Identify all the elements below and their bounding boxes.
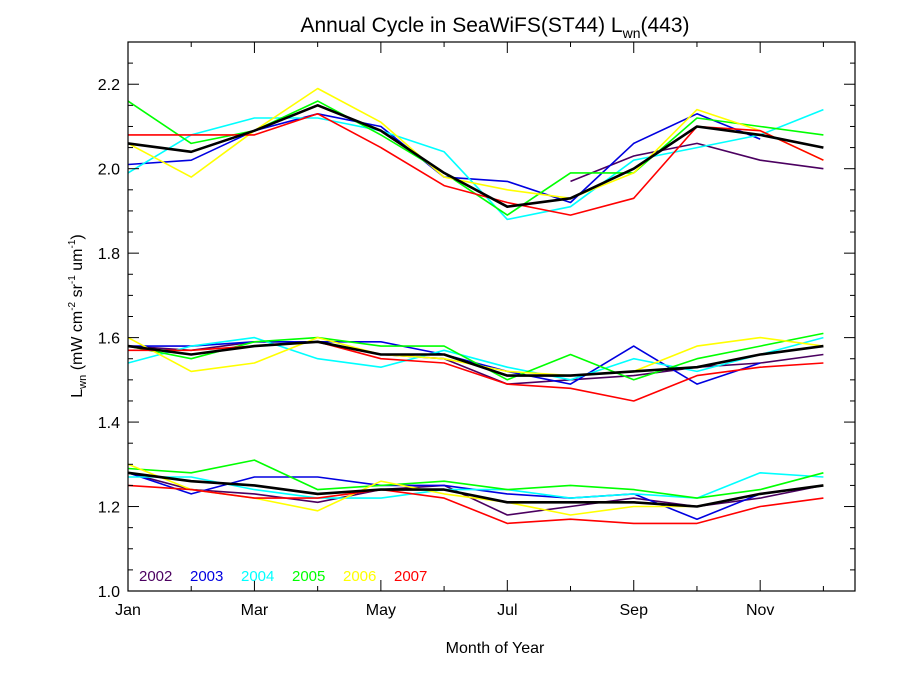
y-tick-label: 1.0	[98, 584, 120, 601]
series-2004-line	[128, 471, 824, 499]
series-2007-line	[127, 484, 824, 525]
y-tick-label: 2.0	[98, 162, 120, 179]
y-tick-label: 1.4	[98, 415, 120, 432]
series-2004-line	[127, 108, 824, 221]
legend-item-2007: 2007	[394, 568, 427, 585]
x-tick-label: Nov	[746, 602, 774, 619]
y-tick-label: 1.8	[98, 246, 120, 263]
x-tick-label: Jul	[497, 602, 517, 619]
y-axis-label: Lwn (mW cm-2 sr-1 um-1)	[67, 234, 89, 397]
chart-title: Annual Cycle in SeaWiFS(ST44) Lwn(443)	[300, 14, 689, 41]
legend-item-2006: 2006	[343, 568, 376, 585]
series-2005-line	[127, 100, 824, 216]
series-mean-line	[127, 104, 824, 208]
y-tick-label: 2.2	[98, 77, 120, 94]
y-tick-label: 1.6	[98, 331, 120, 348]
x-tick-label: May	[366, 602, 396, 619]
series-2005-line	[127, 459, 824, 499]
series-2006-line	[127, 87, 824, 200]
legend: 2002 2003 2004 2005 2006 2007	[139, 568, 427, 585]
series-2003-line	[127, 472, 761, 521]
series-2002-line	[127, 472, 824, 516]
legend-item-2003: 2003	[190, 568, 223, 585]
x-tick-label: Sep	[620, 602, 649, 619]
legend-item-2002: 2002	[139, 568, 172, 585]
series-2002-line	[570, 142, 824, 183]
series-2005-line	[127, 332, 824, 381]
y-tick-label: 1.2	[98, 500, 120, 517]
x-axis-label: Month of Year	[446, 640, 545, 657]
series-2004-line	[127, 336, 824, 381]
legend-item-2004: 2004	[241, 568, 274, 585]
series-mean-line	[127, 340, 824, 377]
x-axis: Jan Mar May Jul Sep Nov	[115, 42, 824, 619]
plot-area	[127, 87, 824, 525]
legend-item-2005: 2005	[292, 568, 325, 585]
y-axis: 1.0 1.2 1.4 1.6 1.8 2.0 2.2	[98, 41, 855, 601]
x-tick-label: Jan	[115, 602, 141, 619]
series-mean-line	[127, 471, 824, 508]
x-tick-label: Mar	[241, 602, 269, 619]
